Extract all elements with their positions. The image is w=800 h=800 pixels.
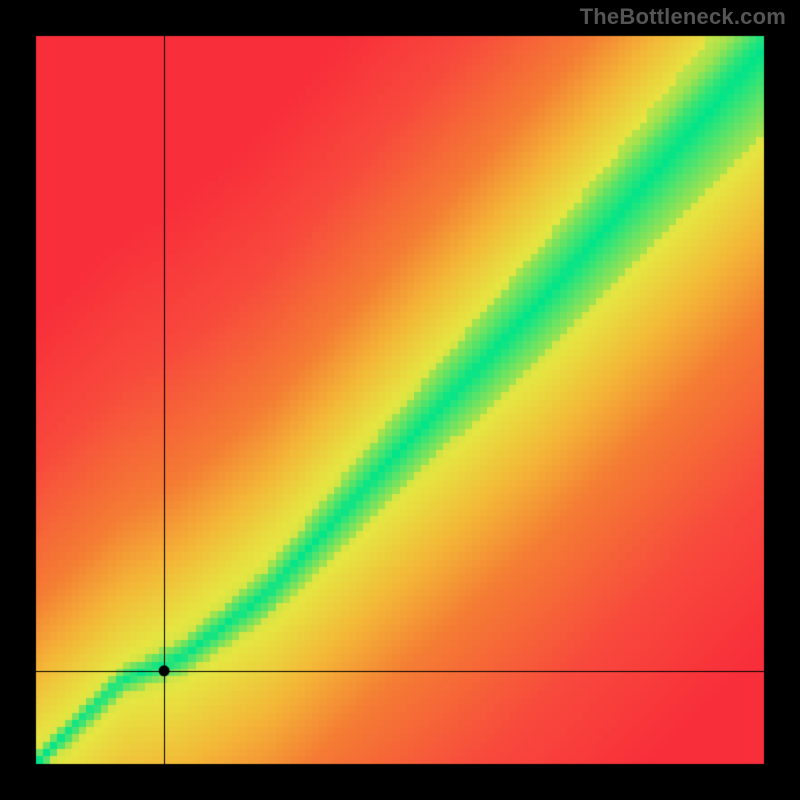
heatmap-canvas xyxy=(0,0,800,800)
watermark-text: TheBottleneck.com xyxy=(580,4,786,30)
